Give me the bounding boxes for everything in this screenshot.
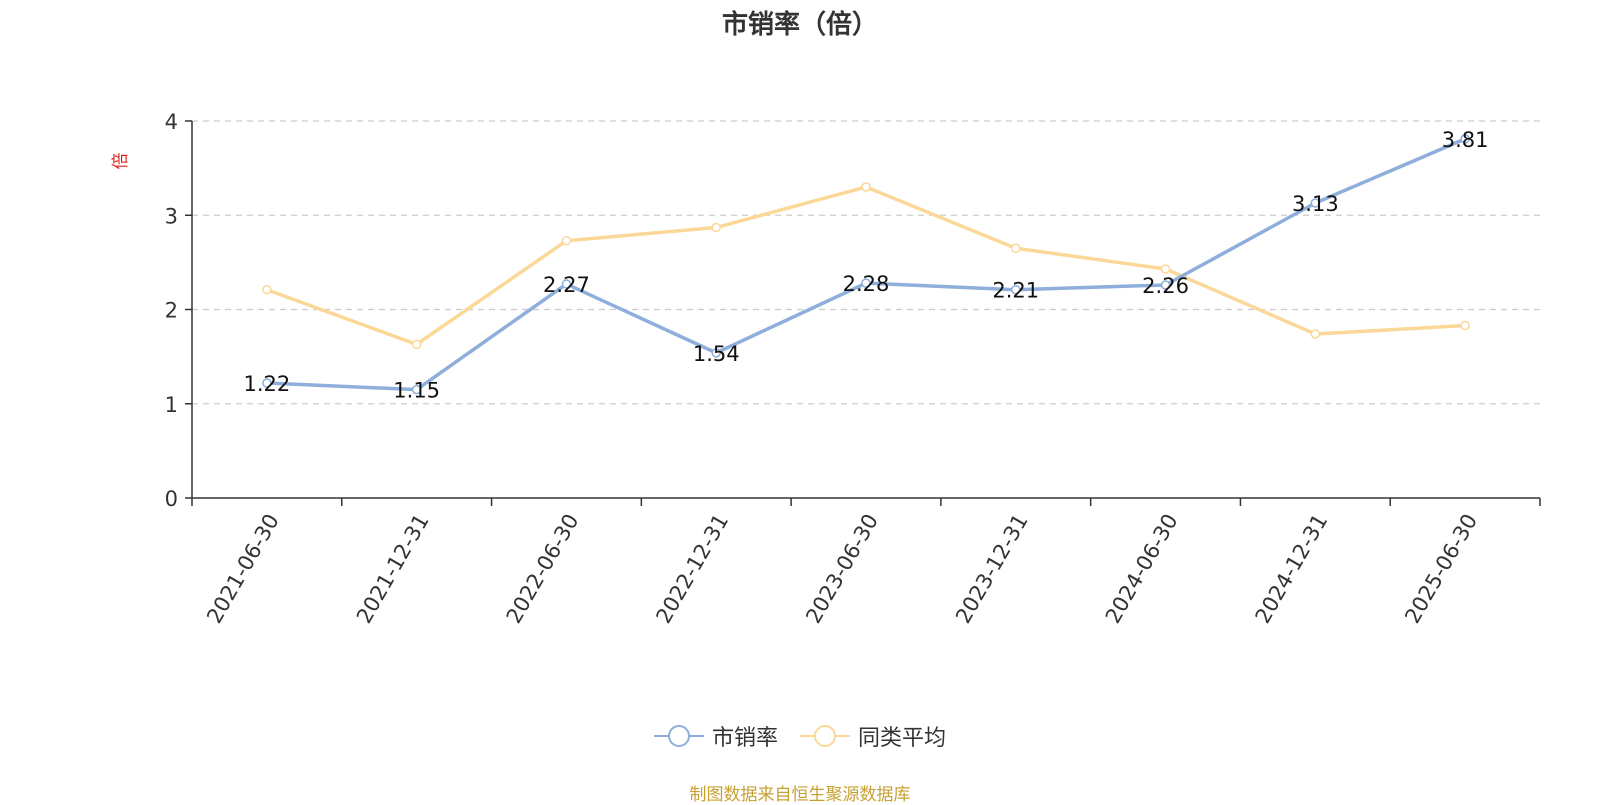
x-tick-label: 2022-06-30 <box>502 510 584 628</box>
x-tick-label: 2023-06-30 <box>801 510 883 628</box>
data-label: 3.81 <box>1442 128 1489 152</box>
x-tick-label: 2021-06-30 <box>202 510 284 628</box>
series-2-point <box>561 235 572 246</box>
legend-label-series-2: 同类平均 <box>858 726 947 751</box>
series-1-point <box>262 378 272 388</box>
data-labels: 1.22 1.15 2.27 1.54 2.28 2.21 2.26 3.13 3.81 <box>244 128 1489 403</box>
series-1-point <box>1310 198 1321 208</box>
series-2-point <box>861 182 871 192</box>
data-label: 3.13 <box>1292 192 1339 216</box>
x-tick-label: 2025-06-30 <box>1400 510 1482 628</box>
x-tick-label: 2022-12-31 <box>651 510 733 628</box>
x-tick-label: 2024-12-31 <box>1251 510 1333 628</box>
source-note: 制图数据来自恒生聚源数据库 <box>689 785 911 805</box>
series-2-point <box>1160 264 1171 274</box>
axes: 0 1 2 3 4 2021-06-30 2021-12-31 2022-06-30 2022-… <box>165 110 1541 628</box>
grid-lines <box>192 120 1540 405</box>
series-1-point <box>711 348 721 358</box>
y-tick-label: 2 <box>165 299 178 323</box>
data-label: 2.21 <box>992 279 1039 303</box>
series-2-point <box>711 222 721 233</box>
series-2-point <box>262 284 272 295</box>
y-tick-label: 3 <box>165 204 178 228</box>
data-label: 1.15 <box>393 379 440 403</box>
data-label: 2.28 <box>843 272 890 296</box>
series-1-point <box>861 278 871 288</box>
series-line-1 <box>265 137 1467 392</box>
legend-item-series-1[interactable]: 市销率 <box>653 720 778 752</box>
data-label: 1.22 <box>244 372 291 396</box>
data-label: 2.27 <box>543 273 590 297</box>
series-2-point <box>1310 329 1321 339</box>
y-tick-label: 1 <box>165 393 178 417</box>
y-tick-label: 0 <box>165 487 178 511</box>
legend-symbol-series-1 <box>653 725 704 747</box>
series-line-2 <box>265 185 1467 347</box>
x-tick-label: 2021-12-31 <box>352 510 434 628</box>
series-1-point <box>561 279 572 289</box>
series-1-point <box>1011 284 1021 295</box>
series-1-point <box>1160 280 1171 290</box>
data-label: 2.26 <box>1142 274 1189 298</box>
series-layer <box>262 134 1470 395</box>
chart-title: 市销率（倍） <box>721 10 878 40</box>
legend-label-series-1: 市销率 <box>711 726 778 751</box>
y-tick-label: 4 <box>165 110 178 134</box>
y-axis-label: 倍 <box>111 153 131 170</box>
series-1-point <box>411 384 422 395</box>
series-1-point <box>1460 134 1470 144</box>
legend-item-series-2[interactable]: 同类平均 <box>800 720 946 752</box>
series-2-point <box>1011 243 1021 253</box>
x-tick-label: 2023-12-31 <box>951 510 1033 628</box>
data-label: 1.54 <box>693 342 740 366</box>
series-2-point <box>411 339 422 350</box>
legend: 市销率 同类平均 <box>0 720 1600 752</box>
x-tick-label: 2024-06-30 <box>1101 510 1183 628</box>
legend-symbol-series-2 <box>800 725 850 747</box>
series-2-point <box>1460 320 1470 331</box>
